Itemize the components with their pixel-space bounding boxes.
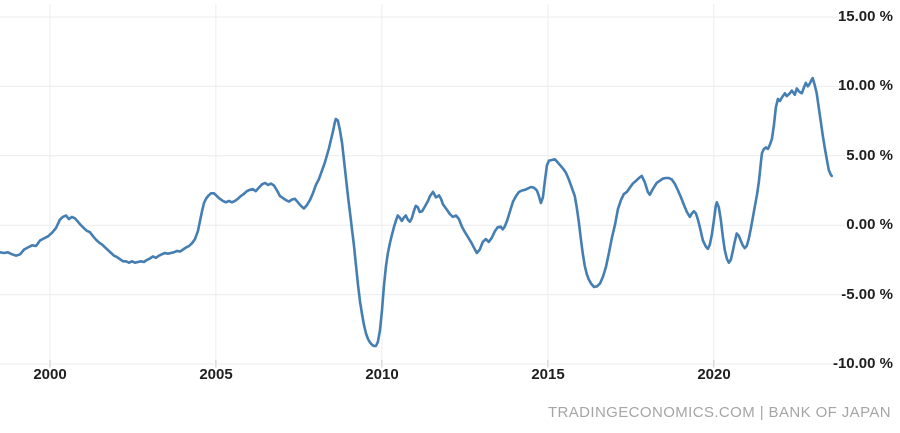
y-axis-tick-label: -10.00 %	[832, 355, 893, 372]
x-axis-tick-label: 2000	[33, 366, 67, 383]
data-series-line[interactable]	[0, 76, 833, 348]
attribution-watermark: TRADINGECONOMICS.COM | BANK OF JAPAN	[547, 404, 891, 421]
y-axis-tick-label: -5.00 %	[841, 286, 893, 303]
y-axis-tick-label: 15.00 %	[837, 8, 893, 25]
x-axis-tick-label: 2015	[531, 366, 565, 383]
y-axis-tick-label: 0.00 %	[846, 216, 893, 233]
x-axis-tick-label: 2020	[697, 366, 731, 383]
y-axis-tick-label: 10.00 %	[837, 77, 893, 94]
x-axis-tick-label: 2005	[199, 366, 233, 383]
y-axis-tick-label: 5.00 %	[846, 147, 893, 164]
x-axis-tick-label: 2010	[365, 366, 399, 383]
